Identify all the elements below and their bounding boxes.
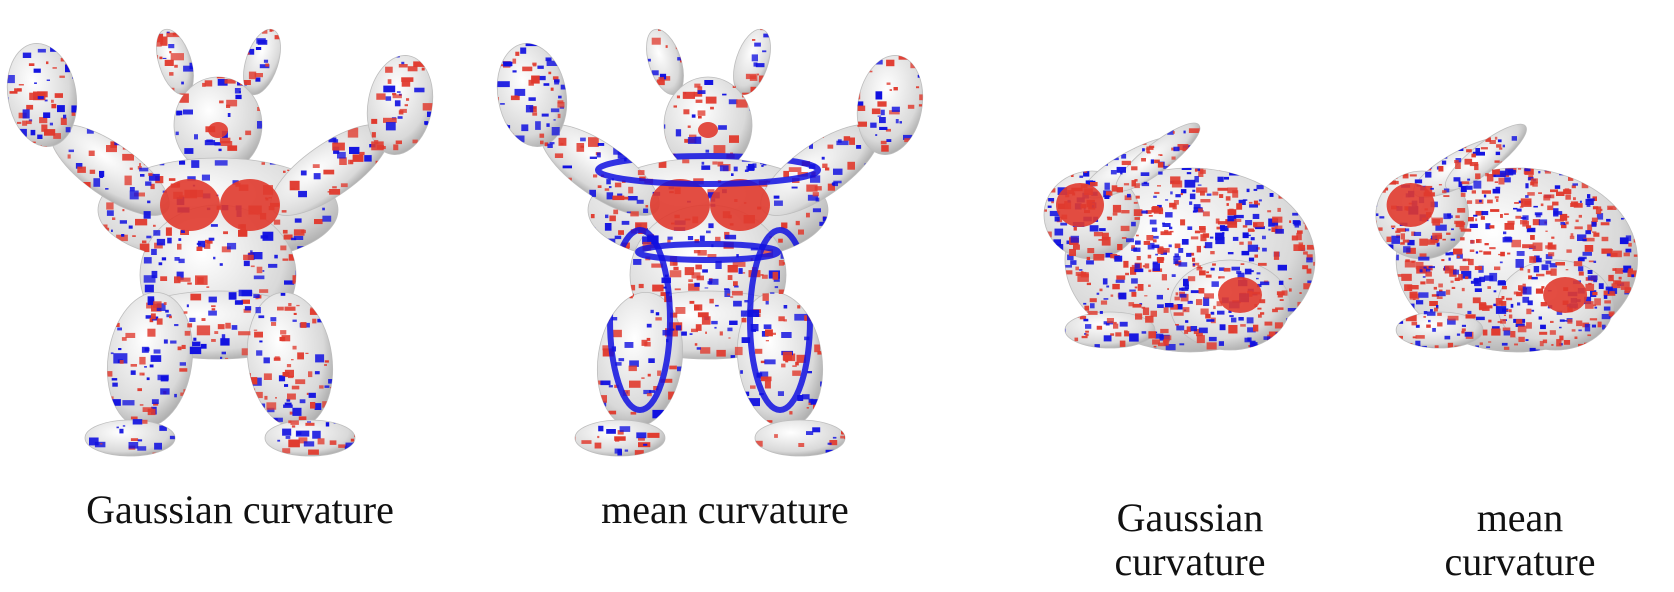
caption-armadillo-gaussian: Gaussian curvature — [86, 487, 394, 532]
caption-bunny-gaussian: Gaussian curvature — [1060, 496, 1320, 584]
bunny-gaussian-render — [1043, 122, 1316, 353]
mesh-surface — [6, 28, 434, 457]
caption-bunny-mean: mean curvature — [1400, 496, 1640, 584]
bunny-gaussian-panel — [1040, 122, 1330, 365]
bunny-mean-panel — [1372, 123, 1652, 365]
armadillo-mean-render — [491, 24, 931, 457]
armadillo-gaussian-render — [0, 24, 441, 457]
caption-bunny-mean-line2: curvature — [1444, 539, 1596, 584]
bunny-mean-render — [1375, 123, 1638, 353]
caption-bunny-gaussian-line1: Gaussian — [1116, 495, 1264, 540]
mesh-surface — [496, 28, 924, 457]
caption-bunny-mean-line1: mean — [1476, 495, 1564, 540]
caption-bunny-gaussian-line2: curvature — [1114, 539, 1266, 584]
armadillo-gaussian-panel — [0, 20, 470, 470]
armadillo-mean-panel — [490, 20, 960, 470]
caption-armadillo-mean: mean curvature — [601, 487, 849, 532]
